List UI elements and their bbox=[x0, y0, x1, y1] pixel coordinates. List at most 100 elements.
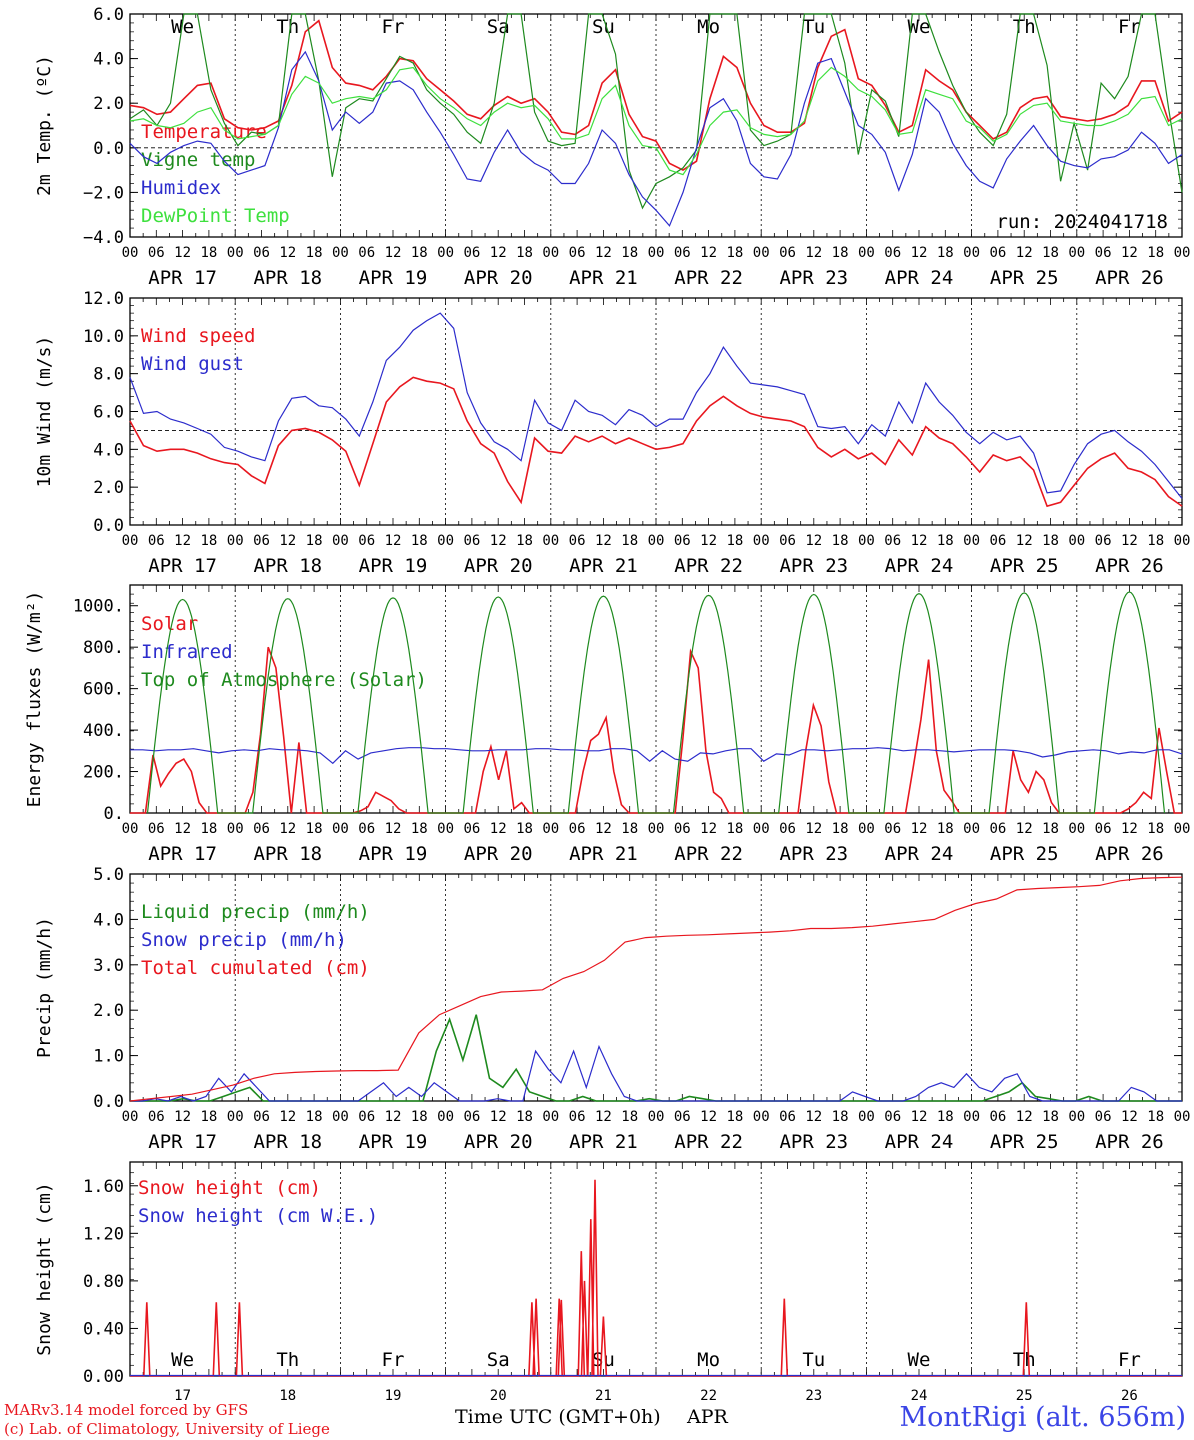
hour-tick-label: 18 bbox=[726, 821, 743, 837]
hour-tick-label: 12 bbox=[805, 821, 822, 837]
hour-tick-label: 06 bbox=[358, 821, 375, 837]
day-number-label: 22 bbox=[700, 1388, 717, 1404]
hour-tick-label: 12 bbox=[490, 1109, 507, 1125]
hour-tick-label: 06 bbox=[884, 245, 901, 261]
hour-tick-label: 00 bbox=[648, 821, 665, 837]
series-line bbox=[146, 591, 1166, 814]
day-number-label: 21 bbox=[595, 1388, 612, 1404]
hour-tick-label: 00 bbox=[542, 533, 559, 549]
hour-tick-label: 18 bbox=[621, 1109, 638, 1125]
hour-tick-label: 00 bbox=[858, 1109, 875, 1125]
hour-tick-label: 00 bbox=[963, 1109, 980, 1125]
lab-credit: (c) Lab. of Climatology, University of L… bbox=[4, 1420, 330, 1438]
y-tick-label: −4.0 bbox=[83, 228, 124, 248]
hour-tick-label: 06 bbox=[463, 245, 480, 261]
y-tick-label: 4.0 bbox=[93, 910, 124, 930]
hour-tick-label: 18 bbox=[1042, 821, 1059, 837]
y-tick-label: −2.0 bbox=[83, 183, 124, 203]
chart-panel-3: 1000. 800. 600. 400. 200. 0. Energy fluxes (W/… bbox=[24, 584, 1190, 865]
hour-tick-label: 12 bbox=[700, 533, 717, 549]
y-axis-label: 2m Temp. (ºC) bbox=[34, 55, 55, 196]
y-tick-label: 200. bbox=[83, 763, 124, 783]
weekday-label: We bbox=[171, 16, 194, 38]
hour-tick-label: 18 bbox=[411, 245, 428, 261]
date-label: APR 25 bbox=[990, 267, 1059, 289]
y-tick-label: 4.0 bbox=[93, 440, 124, 460]
date-label: APR 19 bbox=[359, 267, 428, 289]
y-tick-label: 0.0 bbox=[93, 516, 124, 536]
hour-tick-label: 12 bbox=[1016, 533, 1033, 549]
date-label: APR 24 bbox=[885, 267, 954, 289]
weekday-label: We bbox=[171, 1349, 194, 1371]
y-tick-label: 2.0 bbox=[93, 94, 124, 114]
chart-panel-5: 1.60 1.20 0.80 0.40 0.00 Snow height (cm) We Th… bbox=[34, 1161, 1183, 1404]
hour-tick-label: 18 bbox=[937, 821, 954, 837]
y-tick-label: 0.40 bbox=[83, 1319, 124, 1339]
hour-tick-label: 18 bbox=[726, 533, 743, 549]
hour-tick-label: 00 bbox=[648, 245, 665, 261]
date-label: APR 18 bbox=[253, 1131, 322, 1153]
hour-tick-label: 00 bbox=[858, 245, 875, 261]
series-line bbox=[129, 376, 1183, 508]
model-credit: MARv3.14 model forced by GFS bbox=[4, 1401, 249, 1419]
hour-tick-label: 00 bbox=[1068, 245, 1085, 261]
day-number-label: 26 bbox=[1121, 1388, 1138, 1404]
y-axis-label: Precip (mm/h) bbox=[34, 917, 55, 1058]
series-line bbox=[129, 876, 1183, 1102]
hour-tick-label: 12 bbox=[279, 1109, 296, 1125]
hour-tick-label: 06 bbox=[1095, 1109, 1112, 1125]
series-line bbox=[130, 747, 1183, 765]
hour-tick-label: 18 bbox=[200, 245, 217, 261]
date-label: APR 22 bbox=[674, 267, 743, 289]
hour-tick-label: 18 bbox=[516, 1109, 533, 1125]
date-label: APR 23 bbox=[779, 267, 848, 289]
chart-panel-1: 6.0 4.0 2.0 0.0 −2.0 −4.0 2m Temp. (ºC) 00 06 12 1… bbox=[34, 5, 1190, 289]
hour-tick-label: 06 bbox=[884, 533, 901, 549]
hour-tick-label: 06 bbox=[253, 821, 270, 837]
hour-tick-label: 18 bbox=[516, 245, 533, 261]
date-label: APR 21 bbox=[569, 1131, 638, 1153]
y-tick-label: 10.0 bbox=[83, 327, 124, 347]
hour-tick-label: 06 bbox=[569, 821, 586, 837]
hour-tick-label: 00 bbox=[858, 533, 875, 549]
date-label: APR 22 bbox=[674, 555, 743, 577]
hour-tick-label: 00 bbox=[227, 1109, 244, 1125]
hour-tick-label: 12 bbox=[279, 821, 296, 837]
hour-tick-label: 12 bbox=[490, 821, 507, 837]
date-label: APR 21 bbox=[569, 267, 638, 289]
hour-tick-label: 12 bbox=[700, 1109, 717, 1125]
hour-tick-label: 00 bbox=[122, 533, 139, 549]
hour-tick-label: 06 bbox=[358, 1109, 375, 1125]
y-tick-label: 1.0 bbox=[93, 1047, 124, 1067]
day-number-label: 24 bbox=[911, 1388, 928, 1404]
date-label: APR 21 bbox=[569, 843, 638, 865]
hour-tick-label: 18 bbox=[1042, 533, 1059, 549]
y-tick-label: 0.80 bbox=[83, 1272, 124, 1292]
weekday-label: Th bbox=[276, 1349, 299, 1371]
y-tick-label: 1.60 bbox=[83, 1177, 124, 1197]
hour-tick-label: 12 bbox=[1016, 245, 1033, 261]
hour-tick-label: 18 bbox=[832, 1109, 849, 1125]
date-label: APR 22 bbox=[674, 1131, 743, 1153]
hour-tick-label: 00 bbox=[1174, 533, 1191, 549]
hour-tick-label: 12 bbox=[385, 821, 402, 837]
date-label: APR 20 bbox=[464, 1131, 533, 1153]
legend-entry: Humidex bbox=[141, 177, 221, 199]
hour-tick-label: 06 bbox=[463, 1109, 480, 1125]
weekday-label: Fr bbox=[1118, 1349, 1141, 1371]
hour-tick-label: 00 bbox=[227, 245, 244, 261]
hour-tick-label: 06 bbox=[148, 245, 165, 261]
hour-tick-label: 12 bbox=[700, 245, 717, 261]
y-tick-label: 0.0 bbox=[93, 139, 124, 159]
date-label: APR 17 bbox=[148, 1131, 217, 1153]
y-axis-label: Snow height (cm) bbox=[34, 1182, 55, 1355]
day-number-label: 17 bbox=[174, 1388, 191, 1404]
series-line bbox=[130, 1014, 1182, 1102]
day-number-label: 23 bbox=[805, 1388, 822, 1404]
hour-tick-label: 12 bbox=[1016, 1109, 1033, 1125]
month-label: APR bbox=[687, 1406, 728, 1428]
legend-entry: Liquid precip (mm/h) bbox=[141, 901, 370, 923]
hour-tick-label: 06 bbox=[253, 1109, 270, 1125]
legend-entry: Temperature bbox=[141, 121, 267, 143]
hour-tick-label: 00 bbox=[963, 245, 980, 261]
